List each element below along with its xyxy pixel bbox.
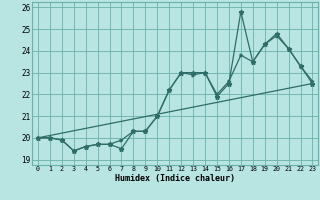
X-axis label: Humidex (Indice chaleur): Humidex (Indice chaleur) [115,174,235,183]
